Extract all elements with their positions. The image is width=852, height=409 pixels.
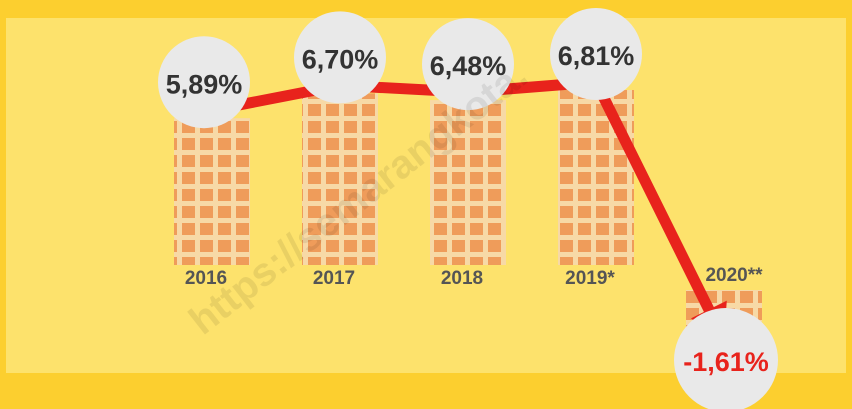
building <box>558 90 634 265</box>
value-label: -1,61% <box>683 347 769 377</box>
x-tick-label: 2017 <box>313 268 355 289</box>
chart: 2016201720182019*2020**5,89%6,70%6,48%6,… <box>0 0 852 409</box>
value-label: 6,70% <box>302 44 379 74</box>
value-label: 6,81% <box>558 41 635 71</box>
value-label: 5,89% <box>166 69 243 99</box>
x-tick-label: 2019* <box>565 268 615 289</box>
building <box>174 118 250 265</box>
x-tick-label: 2018 <box>441 268 483 289</box>
x-tick-label: 2020** <box>705 265 763 286</box>
